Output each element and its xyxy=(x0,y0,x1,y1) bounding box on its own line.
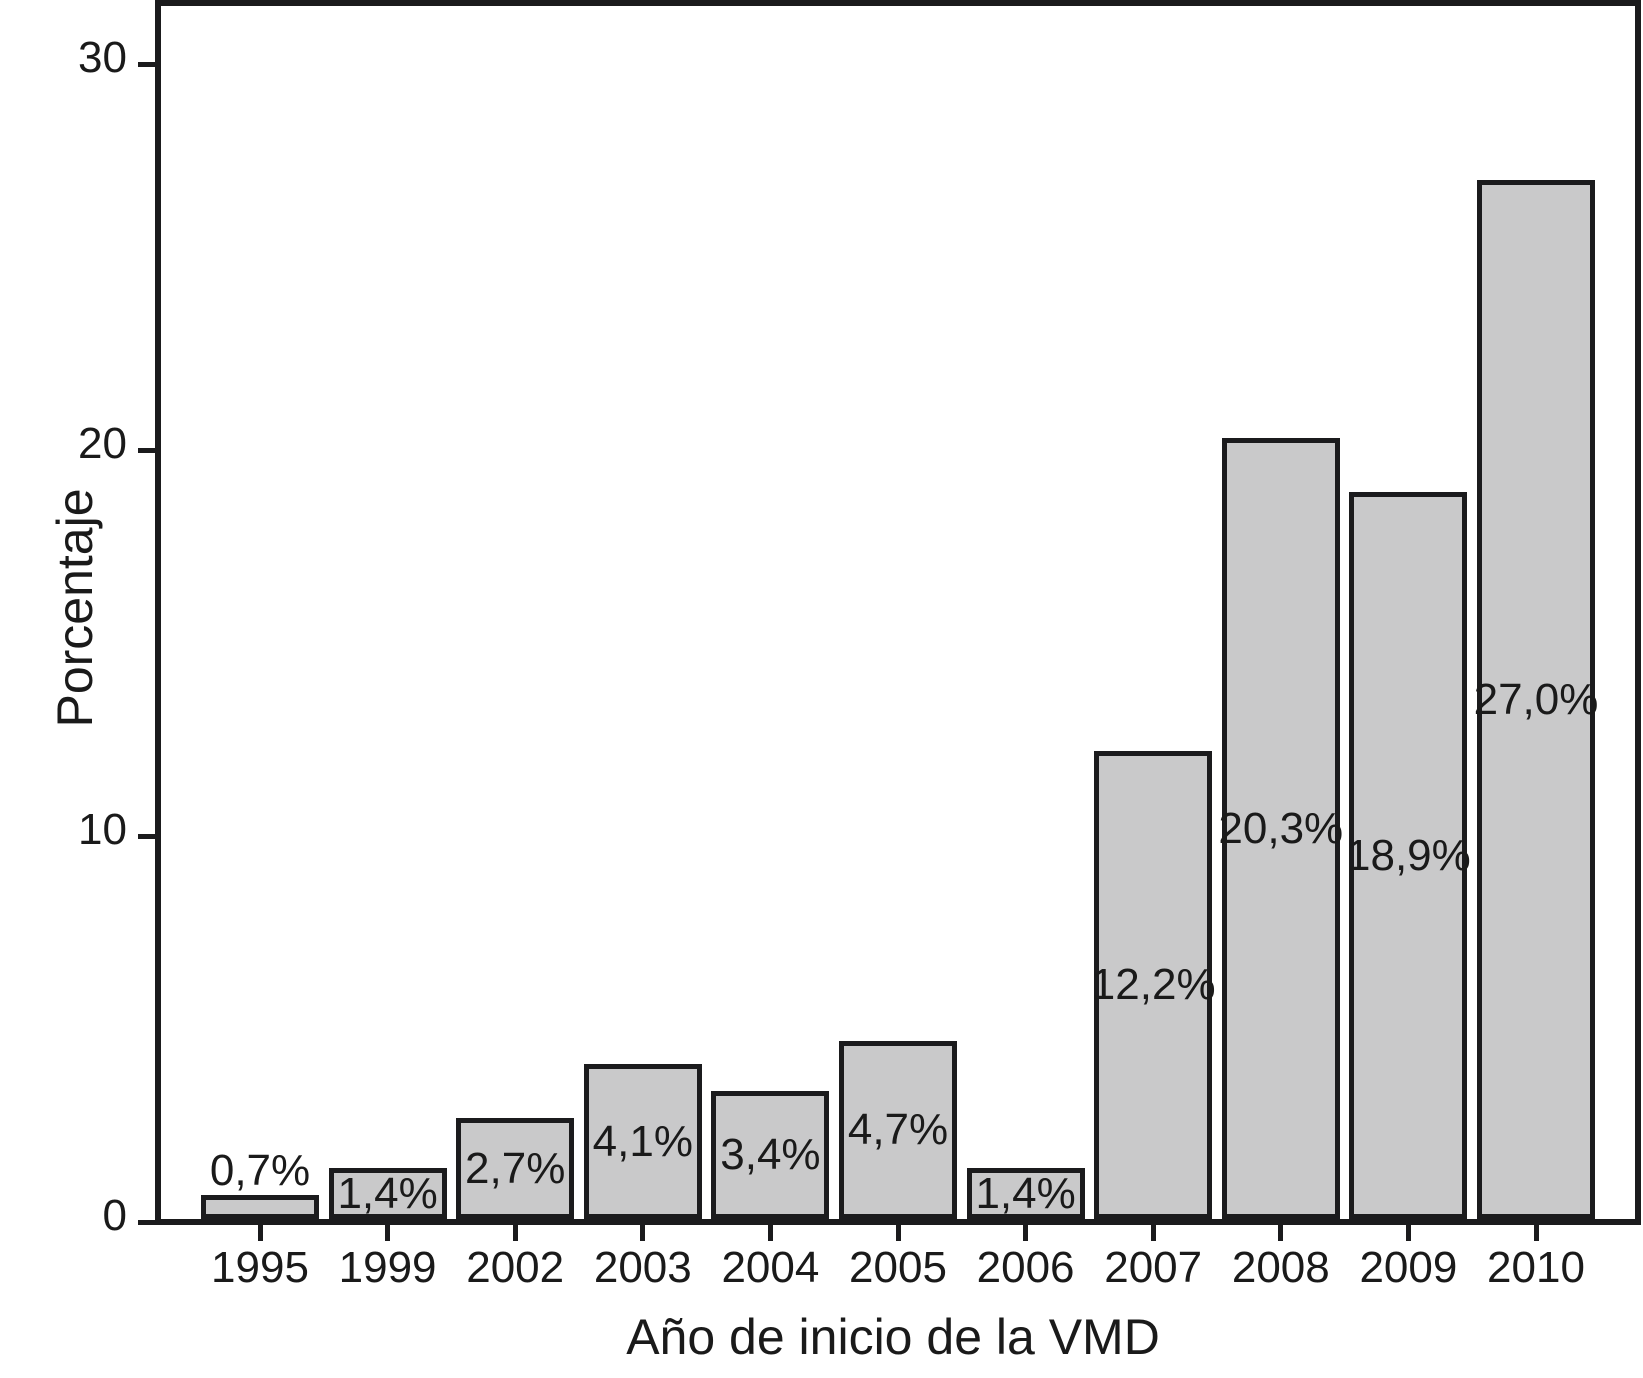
x-tick-2009 xyxy=(1406,1225,1411,1241)
x-tick-2003 xyxy=(640,1225,645,1241)
bar-2002 xyxy=(456,1118,574,1219)
x-tick-2007 xyxy=(1151,1225,1156,1241)
bar-value-label-2005: 4,7% xyxy=(847,1105,949,1154)
bar-value-label-2009: 18,9% xyxy=(1346,831,1471,880)
bar-2004 xyxy=(711,1091,829,1219)
x-tick-label-2007: 2007 xyxy=(1104,1243,1203,1292)
x-tick-2008 xyxy=(1278,1225,1283,1241)
x-tick-1995 xyxy=(258,1225,263,1241)
x-tick-label-2004: 2004 xyxy=(721,1243,820,1292)
bar-2008 xyxy=(1222,438,1340,1219)
y-tick-20 xyxy=(138,448,155,453)
x-tick-label-2006: 2006 xyxy=(976,1243,1075,1292)
x-axis-title: Año de inicio de la VMD xyxy=(626,1309,1160,1365)
bar-value-label-2007: 12,2% xyxy=(1090,960,1216,1009)
bar-2009 xyxy=(1349,492,1467,1219)
y-tick-30 xyxy=(138,62,155,67)
x-tick-label-2008: 2008 xyxy=(1231,1243,1330,1292)
x-tick-2005 xyxy=(896,1225,901,1241)
bar-1995 xyxy=(201,1195,319,1219)
x-tick-2010 xyxy=(1534,1225,1539,1241)
bar-1999 xyxy=(329,1168,447,1219)
x-tick-label-1999: 1999 xyxy=(338,1243,437,1292)
bar-2010 xyxy=(1477,180,1595,1219)
y-tick-label-30: 30 xyxy=(78,33,127,82)
plot-frame xyxy=(155,0,1641,1225)
x-tick-label-1995: 1995 xyxy=(211,1243,309,1292)
x-tick-2004 xyxy=(768,1225,773,1241)
x-tick-label-2002: 2002 xyxy=(466,1243,565,1292)
y-tick-10 xyxy=(138,834,155,839)
x-tick-2002 xyxy=(513,1225,518,1241)
y-tick-label-0: 0 xyxy=(102,1191,127,1240)
bar-value-label-1999: 1,4% xyxy=(337,1169,438,1218)
y-tick-label-10: 10 xyxy=(78,805,127,854)
bar-value-label-2002: 2,7% xyxy=(465,1144,566,1193)
bar-2003 xyxy=(584,1064,702,1219)
bar-value-label-2010: 27,0% xyxy=(1473,675,1599,724)
x-tick-label-2003: 2003 xyxy=(593,1243,692,1292)
bar-2006 xyxy=(967,1168,1085,1219)
bar-value-label-2008: 20,3% xyxy=(1218,804,1344,853)
y-tick-0 xyxy=(138,1220,155,1225)
x-tick-label-2010: 2010 xyxy=(1487,1243,1585,1292)
y-tick-label-20: 20 xyxy=(78,419,127,468)
bar-2007 xyxy=(1094,751,1212,1219)
bar-value-label-2003: 4,1% xyxy=(592,1117,693,1166)
x-tick-1999 xyxy=(385,1225,390,1241)
bar-2005 xyxy=(839,1041,957,1219)
x-tick-2006 xyxy=(1023,1225,1028,1241)
bar-value-label-2006: 1,4% xyxy=(975,1169,1076,1218)
y-axis-title: Porcentaje xyxy=(47,488,103,728)
x-tick-label-2009: 2009 xyxy=(1359,1243,1458,1292)
bar-value-label-2004: 3,4% xyxy=(720,1130,821,1179)
bar-value-label-1995: 0,7% xyxy=(209,1146,311,1195)
x-tick-label-2005: 2005 xyxy=(849,1243,947,1292)
